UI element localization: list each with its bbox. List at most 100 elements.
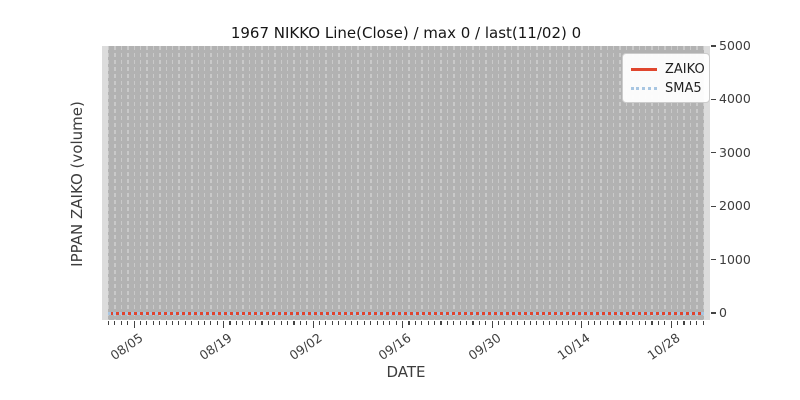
vertical-gridline xyxy=(523,46,525,320)
vertical-gridline xyxy=(280,46,283,320)
x-minor-tick-mark xyxy=(159,321,161,325)
vertical-gridline xyxy=(274,46,276,320)
x-minor-tick-mark xyxy=(632,321,634,325)
vertical-gridline xyxy=(139,46,142,320)
vertical-gridline xyxy=(306,46,308,320)
vertical-gridline xyxy=(318,46,321,320)
vertical-gridline xyxy=(453,46,455,320)
vertical-gridline xyxy=(517,46,519,320)
vertical-gridline xyxy=(587,46,589,320)
vertical-gridline xyxy=(555,46,557,320)
x-minor-tick-mark xyxy=(536,321,538,325)
x-minor-tick-mark xyxy=(529,321,532,325)
x-minor-tick-mark xyxy=(702,321,704,325)
vertical-gridline xyxy=(696,46,698,320)
x-minor-tick-mark xyxy=(357,321,359,325)
x-minor-tick-mark xyxy=(459,321,461,325)
vertical-gridline xyxy=(242,46,244,320)
x-minor-tick-mark xyxy=(555,321,557,325)
vertical-gridline xyxy=(363,46,366,320)
vertical-gridline xyxy=(638,46,641,320)
vertical-gridline xyxy=(267,46,270,320)
vertical-gridline xyxy=(350,46,353,320)
vertical-gridline xyxy=(504,46,506,320)
vertical-gridline xyxy=(485,46,487,320)
x-tick-label: 10/14 xyxy=(554,330,593,363)
vertical-gridline xyxy=(459,46,462,320)
x-minor-tick-mark xyxy=(274,321,276,325)
x-minor-tick-mark xyxy=(619,321,621,325)
legend-item-zaiko: ZAIKO xyxy=(631,60,705,79)
x-tick-label: 08/05 xyxy=(107,330,146,363)
x-minor-tick-mark xyxy=(613,321,615,325)
x-major-tick-mark xyxy=(133,321,135,328)
x-minor-tick-mark xyxy=(306,321,308,325)
x-minor-tick-mark xyxy=(504,321,506,325)
y-axis-label: IPPAN ZAIKO (volume) xyxy=(68,101,86,267)
vertical-gridline xyxy=(159,46,161,320)
vertical-gridline xyxy=(312,46,314,320)
x-minor-tick-mark xyxy=(299,321,301,325)
x-minor-tick-mark xyxy=(485,321,487,325)
vertical-gridline xyxy=(287,46,289,320)
x-minor-tick-mark xyxy=(152,321,154,325)
vertical-gridline xyxy=(625,46,628,320)
x-minor-tick-mark xyxy=(376,321,378,325)
x-minor-tick-mark xyxy=(517,321,519,325)
vertical-gridline xyxy=(670,46,673,320)
vertical-gridline xyxy=(229,46,231,320)
vertical-gridline xyxy=(466,46,468,320)
y-tick-mark xyxy=(711,312,716,314)
x-major-tick-mark xyxy=(312,321,314,328)
vertical-gridline xyxy=(408,46,410,320)
vertical-gridline xyxy=(191,46,193,320)
vertical-gridline xyxy=(613,46,615,320)
y-tick-label: 5000 xyxy=(719,38,751,53)
vertical-gridline xyxy=(165,46,167,320)
vertical-gridline xyxy=(657,46,660,320)
x-minor-tick-mark xyxy=(139,321,142,325)
vertical-gridline xyxy=(299,46,302,320)
x-minor-tick-mark xyxy=(389,321,391,325)
y-tick-label: 4000 xyxy=(719,91,751,107)
y-tick-mark xyxy=(711,152,716,154)
x-axis-label: DATE xyxy=(386,363,426,381)
x-minor-tick-mark xyxy=(574,321,576,325)
x-major-tick-mark xyxy=(402,321,404,328)
x-minor-tick-mark xyxy=(434,321,436,325)
vertical-gridline xyxy=(376,46,378,320)
vertical-gridline xyxy=(498,46,500,320)
x-minor-tick-mark xyxy=(331,321,333,325)
vertical-gridline xyxy=(542,46,545,320)
x-minor-tick-mark xyxy=(472,321,474,325)
vertical-gridline xyxy=(223,46,225,320)
y-tick-mark xyxy=(711,45,716,47)
vertical-gridline xyxy=(325,46,327,320)
vertical-gridline xyxy=(357,46,359,320)
x-minor-tick-mark xyxy=(593,321,595,325)
vertical-gridline xyxy=(120,46,123,320)
x-tick-label: 08/19 xyxy=(196,330,235,363)
x-minor-tick-mark xyxy=(363,321,365,325)
vertical-gridline xyxy=(171,46,174,320)
vertical-gridline xyxy=(561,46,564,320)
x-minor-tick-mark xyxy=(203,321,205,325)
legend-item-sma5: SMA5 xyxy=(631,79,702,98)
x-minor-tick-mark xyxy=(382,321,385,325)
vertical-gridline xyxy=(127,46,129,320)
vertical-gridline xyxy=(574,46,577,320)
x-minor-tick-mark xyxy=(549,321,551,325)
x-minor-tick-mark xyxy=(683,321,685,325)
x-minor-tick-mark xyxy=(638,321,640,325)
vertical-gridline xyxy=(677,46,679,320)
vertical-gridline xyxy=(606,46,609,320)
x-minor-tick-mark xyxy=(184,321,186,325)
y-tick-mark xyxy=(711,205,716,207)
x-minor-tick-mark xyxy=(478,321,480,325)
x-minor-tick-mark xyxy=(395,321,397,325)
vertical-gridline xyxy=(293,46,295,320)
vertical-gridline xyxy=(478,46,481,320)
y-tick-label: 2000 xyxy=(719,198,751,214)
x-minor-tick-mark xyxy=(325,321,327,325)
